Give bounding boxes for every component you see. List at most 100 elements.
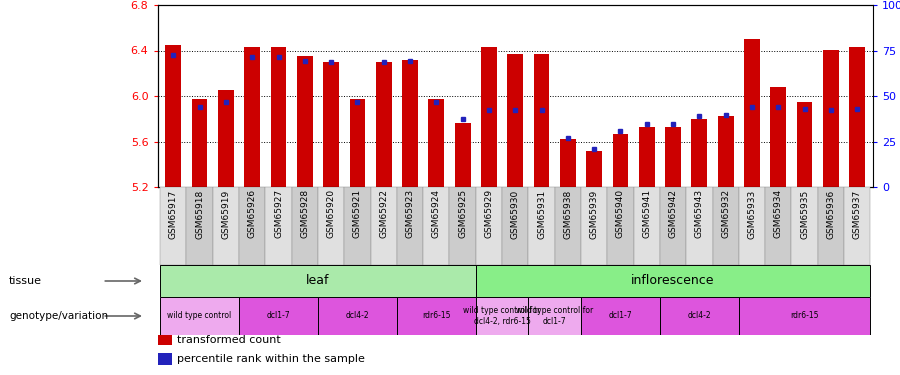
Text: GSM65943: GSM65943 bbox=[695, 189, 704, 238]
Bar bbox=[297, 56, 312, 187]
Bar bbox=[823, 51, 839, 187]
Bar bbox=[691, 119, 707, 187]
Bar bbox=[239, 297, 318, 335]
Text: leaf: leaf bbox=[306, 274, 329, 288]
Bar bbox=[482, 47, 497, 187]
Text: GSM65936: GSM65936 bbox=[826, 189, 835, 238]
Bar bbox=[818, 187, 844, 265]
Bar bbox=[502, 187, 528, 265]
Bar bbox=[608, 187, 634, 265]
Bar bbox=[266, 187, 292, 265]
Bar bbox=[844, 187, 870, 265]
Bar bbox=[850, 47, 865, 187]
Text: dcl1-7: dcl1-7 bbox=[608, 312, 633, 321]
Text: dcl1-7: dcl1-7 bbox=[266, 312, 291, 321]
Text: GSM65920: GSM65920 bbox=[327, 189, 336, 238]
Bar bbox=[239, 187, 266, 265]
Bar bbox=[318, 297, 397, 335]
Bar bbox=[686, 187, 713, 265]
Bar bbox=[271, 47, 286, 187]
Text: GSM65917: GSM65917 bbox=[169, 189, 178, 238]
Bar bbox=[371, 187, 397, 265]
Bar bbox=[581, 297, 660, 335]
Bar bbox=[554, 187, 581, 265]
Text: GSM65922: GSM65922 bbox=[379, 189, 388, 238]
Text: wild type control: wild type control bbox=[167, 312, 231, 321]
Bar bbox=[739, 297, 870, 335]
Bar bbox=[244, 47, 260, 187]
Bar bbox=[791, 187, 818, 265]
Bar bbox=[528, 297, 581, 335]
Text: GSM65937: GSM65937 bbox=[852, 189, 861, 238]
Text: wild type control for
dcl4-2, rdr6-15: wild type control for dcl4-2, rdr6-15 bbox=[464, 306, 541, 326]
Bar bbox=[660, 187, 686, 265]
Text: wild type control for
dcl1-7: wild type control for dcl1-7 bbox=[516, 306, 593, 326]
Text: GSM65933: GSM65933 bbox=[748, 189, 757, 238]
Bar bbox=[158, 353, 172, 364]
Text: GSM65938: GSM65938 bbox=[563, 189, 572, 238]
Bar bbox=[292, 187, 318, 265]
Bar bbox=[397, 297, 476, 335]
Bar bbox=[476, 187, 502, 265]
Bar bbox=[713, 187, 739, 265]
Bar bbox=[660, 297, 739, 335]
Bar bbox=[796, 102, 813, 187]
Text: GSM65923: GSM65923 bbox=[406, 189, 415, 238]
Bar bbox=[639, 127, 654, 187]
Bar bbox=[428, 99, 445, 187]
Text: GSM65930: GSM65930 bbox=[511, 189, 520, 238]
Bar bbox=[613, 134, 628, 187]
Bar bbox=[158, 334, 172, 345]
Bar bbox=[581, 187, 608, 265]
Text: GSM65925: GSM65925 bbox=[458, 189, 467, 238]
Bar bbox=[739, 187, 765, 265]
Text: rdr6-15: rdr6-15 bbox=[422, 312, 451, 321]
Text: GSM65931: GSM65931 bbox=[537, 189, 546, 238]
Bar bbox=[534, 54, 549, 187]
Bar bbox=[770, 87, 787, 187]
Text: inflorescence: inflorescence bbox=[631, 274, 715, 288]
Text: GSM65926: GSM65926 bbox=[248, 189, 256, 238]
Text: GSM65927: GSM65927 bbox=[274, 189, 283, 238]
Bar bbox=[212, 187, 239, 265]
Bar bbox=[665, 127, 681, 187]
Bar bbox=[560, 139, 576, 187]
Bar bbox=[218, 90, 234, 187]
Text: GSM65924: GSM65924 bbox=[432, 189, 441, 238]
Text: GSM65918: GSM65918 bbox=[195, 189, 204, 238]
Text: genotype/variation: genotype/variation bbox=[9, 311, 108, 321]
Bar bbox=[476, 265, 870, 297]
Text: GSM65928: GSM65928 bbox=[301, 189, 310, 238]
Bar bbox=[476, 297, 528, 335]
Bar bbox=[160, 187, 186, 265]
Text: GSM65929: GSM65929 bbox=[484, 189, 493, 238]
Bar bbox=[397, 187, 423, 265]
Bar bbox=[449, 187, 476, 265]
Bar bbox=[402, 60, 418, 187]
Text: dcl4-2: dcl4-2 bbox=[346, 312, 369, 321]
Text: tissue: tissue bbox=[9, 276, 42, 286]
Text: GSM65940: GSM65940 bbox=[616, 189, 625, 238]
Bar bbox=[586, 151, 602, 187]
Bar bbox=[186, 187, 212, 265]
Bar bbox=[718, 117, 734, 187]
Text: dcl4-2: dcl4-2 bbox=[688, 312, 711, 321]
Bar bbox=[349, 99, 365, 187]
Text: GSM65939: GSM65939 bbox=[590, 189, 598, 238]
Bar bbox=[634, 187, 660, 265]
Text: GSM65919: GSM65919 bbox=[221, 189, 230, 238]
Text: GSM65932: GSM65932 bbox=[721, 189, 730, 238]
Bar bbox=[192, 99, 208, 187]
Text: GSM65921: GSM65921 bbox=[353, 189, 362, 238]
Text: GSM65934: GSM65934 bbox=[774, 189, 783, 238]
Bar bbox=[318, 187, 345, 265]
Bar bbox=[765, 187, 791, 265]
Bar bbox=[323, 62, 339, 187]
Text: percentile rank within the sample: percentile rank within the sample bbox=[177, 354, 365, 364]
Text: transformed count: transformed count bbox=[177, 335, 281, 345]
Text: GSM65942: GSM65942 bbox=[669, 189, 678, 238]
Bar bbox=[376, 62, 392, 187]
Bar bbox=[345, 187, 371, 265]
Text: GSM65935: GSM65935 bbox=[800, 189, 809, 238]
Bar bbox=[160, 265, 476, 297]
